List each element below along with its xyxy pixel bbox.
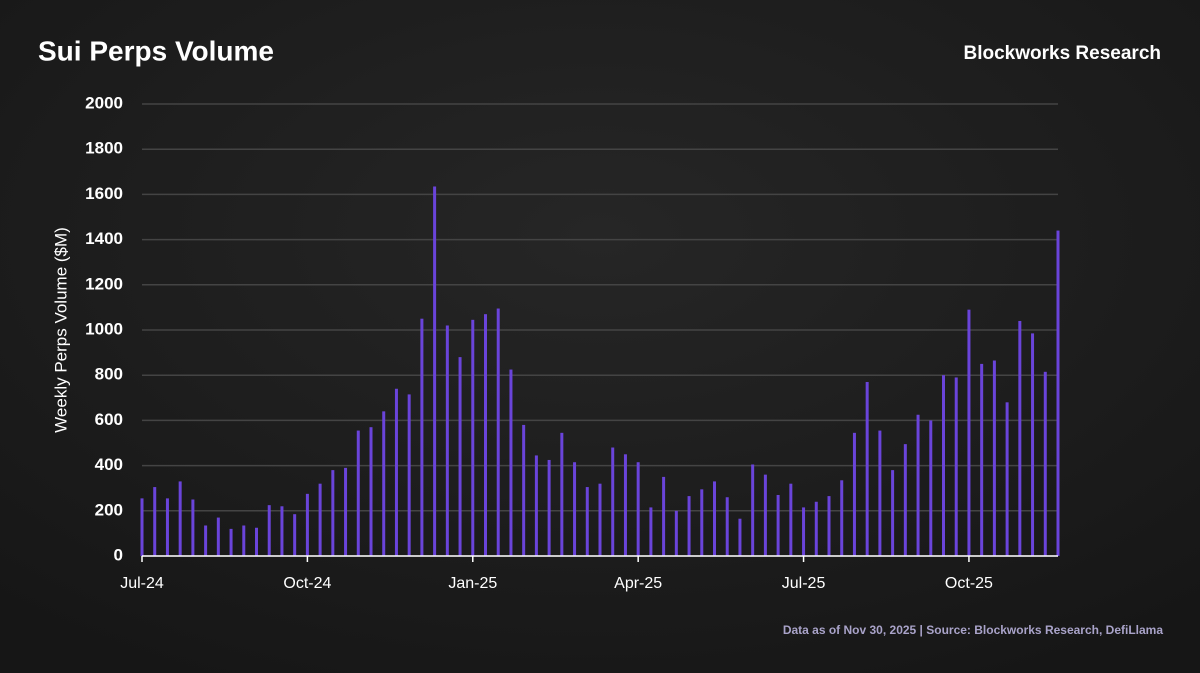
y-tick-label: 1400 bbox=[85, 229, 123, 248]
bar bbox=[623, 454, 627, 556]
bar bbox=[547, 459, 551, 556]
bar bbox=[458, 357, 462, 556]
bar bbox=[725, 497, 729, 556]
x-tick-label: Oct-24 bbox=[283, 575, 331, 592]
bar bbox=[802, 507, 806, 556]
bar bbox=[560, 432, 564, 556]
y-tick-label: 400 bbox=[95, 455, 123, 474]
bar bbox=[611, 447, 615, 556]
bar bbox=[954, 377, 958, 556]
bar bbox=[776, 494, 780, 556]
bar bbox=[763, 474, 767, 556]
bar bbox=[509, 369, 513, 556]
bar bbox=[216, 517, 220, 556]
bar bbox=[1043, 371, 1047, 556]
bar bbox=[496, 308, 500, 556]
y-tick-label: 1000 bbox=[85, 319, 123, 338]
bar bbox=[534, 455, 538, 556]
bar bbox=[967, 309, 971, 556]
x-tick-label: Jul-25 bbox=[782, 575, 826, 592]
bar bbox=[394, 388, 398, 556]
bar bbox=[280, 506, 284, 556]
bar bbox=[1018, 320, 1022, 556]
chart-title: Sui Perps Volume bbox=[38, 35, 274, 66]
bar bbox=[1031, 333, 1035, 556]
bar bbox=[662, 476, 666, 556]
bar bbox=[420, 318, 424, 556]
bar bbox=[598, 483, 602, 556]
x-tick-label: Jul-24 bbox=[120, 575, 164, 592]
bar bbox=[789, 483, 793, 556]
bar bbox=[331, 470, 335, 556]
bar bbox=[471, 319, 475, 556]
bar bbox=[827, 496, 831, 556]
bar bbox=[165, 498, 169, 556]
bar bbox=[267, 505, 271, 556]
bar bbox=[445, 325, 449, 556]
bar bbox=[891, 470, 895, 556]
bar bbox=[916, 414, 920, 556]
bar bbox=[585, 487, 589, 556]
bar bbox=[878, 430, 882, 556]
bar bbox=[433, 186, 437, 557]
footnote: Data as of Nov 30, 2025 | Source: Blockw… bbox=[783, 623, 1164, 637]
bar bbox=[229, 528, 233, 556]
bar bbox=[852, 432, 856, 556]
bar bbox=[840, 480, 844, 556]
bar bbox=[865, 381, 869, 556]
bar bbox=[305, 493, 309, 556]
bar bbox=[140, 498, 144, 556]
bar bbox=[1005, 402, 1009, 556]
bar bbox=[318, 483, 322, 556]
bar bbox=[293, 514, 297, 556]
y-tick-label: 800 bbox=[95, 365, 123, 384]
bar bbox=[636, 462, 640, 556]
bar bbox=[522, 424, 526, 556]
bar bbox=[929, 420, 933, 556]
bar bbox=[903, 444, 907, 556]
bar bbox=[687, 496, 691, 556]
bar bbox=[751, 464, 755, 556]
bar bbox=[980, 363, 984, 556]
bar bbox=[814, 501, 818, 556]
bar bbox=[674, 510, 678, 556]
bar bbox=[191, 499, 195, 556]
bar bbox=[153, 487, 157, 556]
bar bbox=[738, 518, 742, 556]
bar bbox=[382, 411, 386, 556]
bar bbox=[407, 394, 411, 556]
bar bbox=[1056, 230, 1060, 556]
x-tick-label: Apr-25 bbox=[614, 575, 662, 592]
bar bbox=[369, 427, 373, 556]
brand: Blockworks Research bbox=[964, 43, 1162, 64]
bar bbox=[178, 481, 182, 556]
bar bbox=[344, 467, 348, 556]
bar bbox=[573, 462, 577, 556]
y-tick-label: 1600 bbox=[85, 184, 123, 203]
bar bbox=[700, 489, 704, 556]
y-tick-label: 1200 bbox=[85, 274, 123, 293]
bar bbox=[649, 507, 653, 556]
bar bbox=[356, 430, 360, 556]
y-tick-label: 0 bbox=[114, 545, 123, 564]
bar bbox=[484, 314, 487, 556]
bar bbox=[255, 527, 258, 556]
bar bbox=[204, 525, 208, 556]
bar bbox=[992, 360, 996, 556]
bar bbox=[942, 375, 945, 556]
x-tick-label: Oct-25 bbox=[945, 575, 993, 592]
bar bbox=[242, 525, 246, 556]
y-tick-label: 600 bbox=[95, 410, 123, 429]
y-tick-label: 1800 bbox=[85, 139, 123, 158]
y-axis-label: Weekly Perps Volume ($M) bbox=[51, 227, 70, 433]
bar bbox=[713, 481, 716, 556]
x-tick-label: Jan-25 bbox=[448, 575, 497, 592]
y-tick-label: 2000 bbox=[85, 93, 123, 112]
y-tick-label: 200 bbox=[95, 500, 123, 519]
